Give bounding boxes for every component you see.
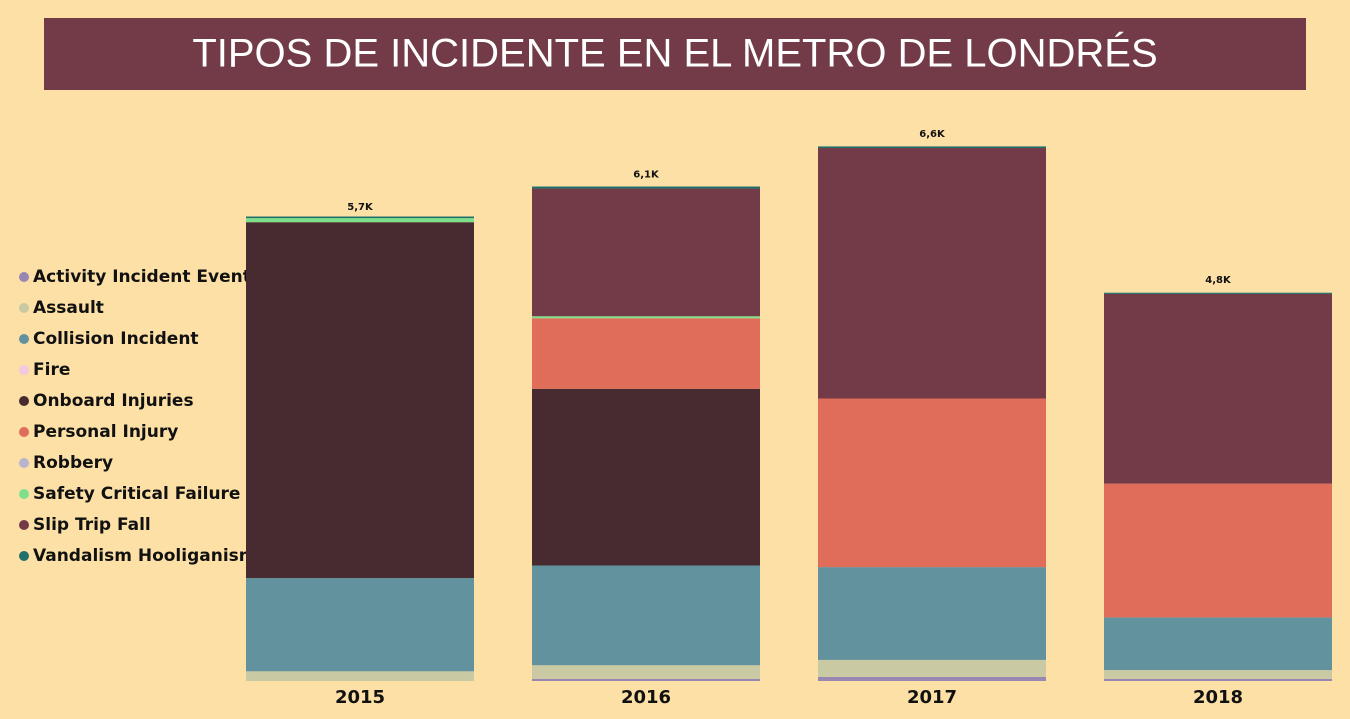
chart-title: TIPOS DE INCIDENTE EN EL METRO DE LONDRÉ… [192, 31, 1157, 76]
legend-label: Robbery [33, 453, 113, 473]
legend-label: Activity Incident Event [33, 267, 251, 287]
bar-segment [532, 186, 760, 189]
bar-segment [818, 148, 1046, 399]
title-box [44, 18, 1306, 90]
legend-marker [19, 489, 29, 499]
bar-segment [818, 146, 1046, 149]
legend-marker [19, 520, 29, 530]
bar-segment [246, 671, 474, 681]
bar-segment [532, 388, 760, 566]
legend-marker [19, 427, 29, 437]
bar-segment [1104, 617, 1332, 671]
bar-segment [1104, 670, 1332, 679]
bar-segment [818, 398, 1046, 568]
legend-label: Assault [33, 298, 104, 318]
bar-segment [818, 567, 1046, 660]
bar-segment [532, 678, 760, 681]
total-label: 4,8K [1205, 275, 1232, 286]
bar-segment [532, 188, 760, 317]
bar-segment [246, 218, 474, 223]
legend-label: Collision Incident [33, 329, 199, 349]
legend-marker [19, 551, 29, 561]
legend-label: Fire [33, 360, 70, 380]
bar-segment [532, 316, 760, 319]
bar-segment [1104, 483, 1332, 618]
bar-segment [1104, 292, 1332, 294]
legend-marker [19, 365, 29, 375]
legend-label: Personal Injury [33, 422, 178, 442]
total-label: 5,7K [347, 202, 374, 213]
bar-segment [532, 665, 760, 679]
total-label: 6,6K [919, 129, 946, 140]
total-label: 6,1K [633, 170, 660, 181]
x-tick-label: 2018 [1193, 687, 1243, 708]
bar-segment [1104, 678, 1332, 681]
x-tick-label: 2016 [621, 687, 671, 708]
bar-segment [818, 659, 1046, 677]
legend-marker [19, 458, 29, 468]
legend-marker [19, 396, 29, 406]
x-tick-label: 2015 [335, 687, 385, 708]
x-tick-label: 2017 [907, 687, 957, 708]
bar-segment [246, 578, 474, 672]
legend-marker [19, 303, 29, 313]
bar-segment [532, 318, 760, 389]
bar-segment [246, 216, 474, 219]
bar-segment [246, 222, 474, 579]
bar-segment [1104, 293, 1332, 484]
legend-marker [19, 272, 29, 282]
legend-label: Slip Trip Fall [33, 515, 151, 535]
legend-label: Safety Critical Failure [33, 484, 240, 504]
bar-segment [818, 676, 1046, 681]
bar-segment [532, 565, 760, 666]
legend-marker [19, 334, 29, 344]
legend-label: Onboard Injuries [33, 391, 194, 411]
legend-label: Vandalism Hooliganism [33, 546, 257, 566]
